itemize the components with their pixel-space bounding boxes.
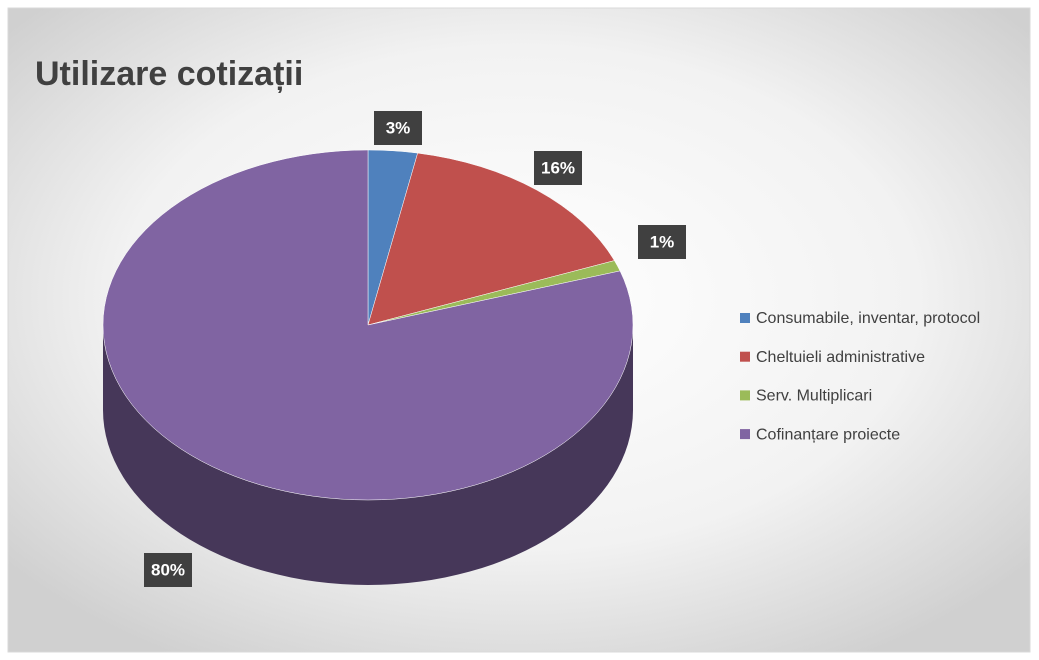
data-label: 3% <box>386 118 411 137</box>
legend-label: Serv. Multiplicari <box>756 388 872 405</box>
data-label: 1% <box>650 232 675 251</box>
pie-slice <box>367 152 615 326</box>
data-label-box <box>534 151 582 185</box>
legend-swatch <box>740 313 750 323</box>
chart-title: Utilizare cotizații <box>35 55 303 93</box>
data-label: 16% <box>541 158 575 177</box>
legend-swatch <box>740 351 750 362</box>
data-label-box <box>144 553 192 587</box>
legend-swatch <box>740 390 750 401</box>
data-label: 80% <box>151 560 185 579</box>
legend-label: Cheltuieli administrative <box>756 349 925 366</box>
pie-side <box>103 325 633 585</box>
legend-label: Cofinanțare proiecte <box>756 426 900 443</box>
data-label-box <box>638 225 686 259</box>
pie-slice <box>102 149 634 501</box>
data-label-box <box>374 111 422 145</box>
legend-swatch <box>740 429 750 440</box>
legend-label: Consumabile, inventar, protocol <box>756 310 980 327</box>
